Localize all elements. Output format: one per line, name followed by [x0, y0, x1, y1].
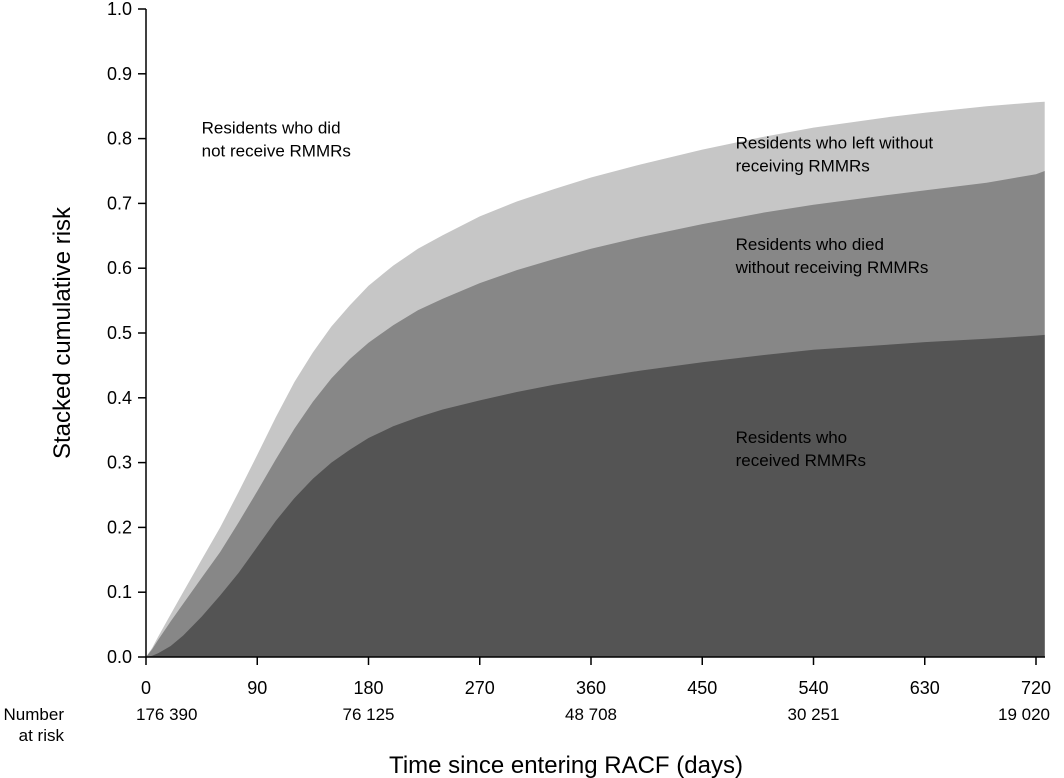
x-tick-label: 630 — [910, 678, 940, 698]
y-tick-label: 0.9 — [107, 64, 132, 84]
y-tick-label: 0.4 — [107, 388, 132, 408]
y-axis-label: Stacked cumulative risk — [49, 206, 76, 459]
annotation-label: Residents who left without — [736, 133, 934, 152]
x-tick-label: 450 — [687, 678, 717, 698]
number-at-risk-value: 30 251 — [788, 705, 840, 724]
x-tick-label: 90 — [247, 678, 267, 698]
area-series-1 — [146, 334, 1045, 657]
annotation-label: receiving RMMRs — [736, 156, 870, 175]
y-tick-label: 0.2 — [107, 517, 132, 537]
annotation-label: Residents who did — [202, 118, 341, 137]
y-tick-label: 1.0 — [107, 0, 132, 19]
x-tick-label: 540 — [798, 678, 828, 698]
annotation-label: without receiving RMMRs — [735, 258, 929, 277]
y-tick-label: 0.1 — [107, 582, 132, 602]
x-axis-label: Time since entering RACF (days) — [389, 752, 743, 778]
y-tick-label: 0.3 — [107, 453, 132, 473]
stacked-areas — [146, 101, 1045, 657]
annotation-label: Residents who — [736, 428, 848, 447]
number-at-risk-value: 19 020 — [998, 705, 1050, 724]
number-at-risk-label: at risk — [19, 726, 65, 745]
x-tick-label: 360 — [576, 678, 606, 698]
annotation-label: Residents who died — [736, 235, 884, 254]
x-tick-label: 720 — [1021, 678, 1051, 698]
number-at-risk-value: 176 390 — [136, 705, 197, 724]
annotation-label: received RMMRs — [736, 451, 866, 470]
y-tick-label: 0.7 — [107, 193, 132, 213]
annotation-label: not receive RMMRs — [202, 141, 351, 160]
y-tick-label: 0.5 — [107, 323, 132, 343]
x-tick-label: 180 — [353, 678, 383, 698]
y-tick-label: 0.0 — [107, 647, 132, 667]
number-at-risk-label: Number — [4, 705, 65, 724]
y-axis-ticks: 0.0 0.1 0.2 0.3 0.4 0.5 0.6 0.7 0.8 0.9 1.0 — [107, 0, 146, 667]
number-at-risk-value: 76 125 — [343, 705, 395, 724]
x-tick-label: 270 — [465, 678, 495, 698]
x-tick-label: 0 — [141, 678, 151, 698]
y-tick-label: 0.8 — [107, 129, 132, 149]
number-at-risk-value: 48 708 — [565, 705, 617, 724]
area-annotations: Residents who did not receive RMMRs Reside… — [202, 118, 934, 470]
number-at-risk-table: Number at risk 176 390 76 125 48 708 30 251 19… — [4, 705, 1050, 745]
y-tick-label: 0.6 — [107, 258, 132, 278]
x-axis-ticks: 0 90 180 270 360 450 540 630 720 — [141, 657, 1051, 698]
